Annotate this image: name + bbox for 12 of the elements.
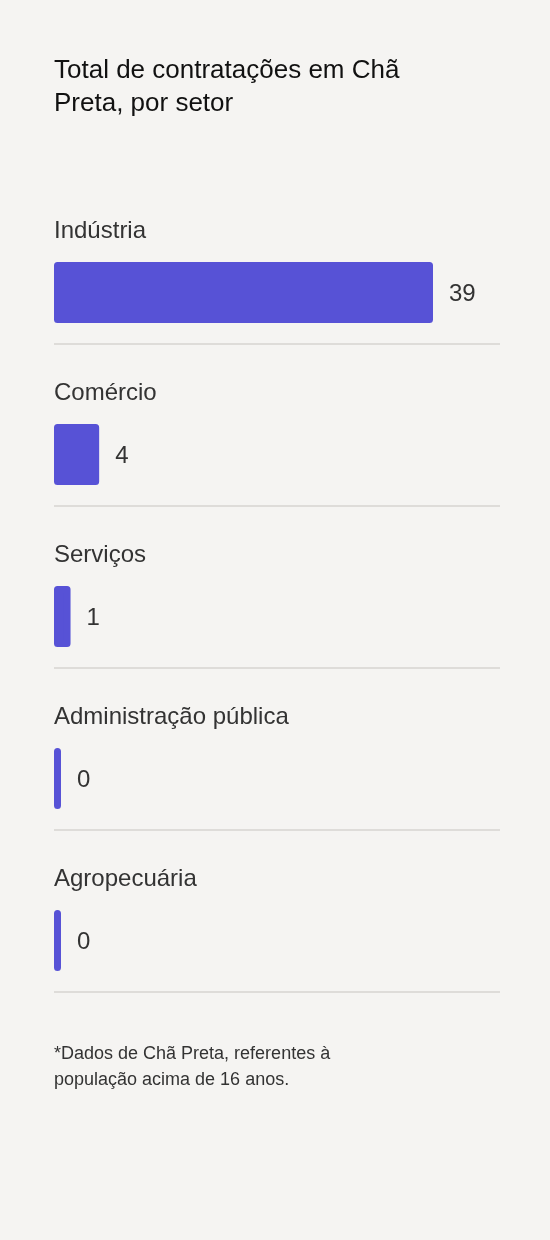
y-tick-label: Agropecuária: [54, 864, 198, 891]
data-label: 4: [115, 440, 129, 468]
data-label: 1: [86, 602, 100, 630]
y-tick-label: Serviços: [54, 540, 147, 567]
data-label: 39: [449, 278, 476, 306]
y-tick-label: Administração pública: [54, 702, 290, 729]
text: *Dados de Chã Preta, referentes à população acima de 16 anos.: [54, 1043, 332, 1089]
y-tick-label: Indústria: [54, 216, 147, 243]
data-label: 0: [77, 926, 91, 954]
y-tick-label: Comércio: [54, 378, 157, 405]
data-label: 0: [77, 764, 91, 792]
chart-title: Total de contratações em Chã Preta, por setor: [54, 54, 400, 117]
